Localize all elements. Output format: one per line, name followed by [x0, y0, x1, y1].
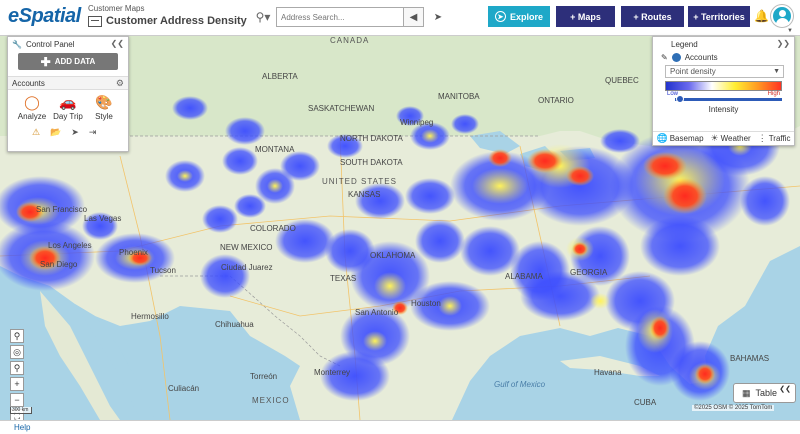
style-button[interactable]: 🎨 Style — [87, 93, 121, 122]
page-title: Customer Address Density — [106, 15, 247, 27]
basemap-button[interactable]: 🌐 Basemap — [657, 133, 704, 144]
traffic-button[interactable]: ⋮ Traffic — [758, 133, 791, 144]
layer-name: Accounts — [684, 53, 718, 62]
day-trip-label: Day Trip — [53, 112, 83, 121]
analyze-icon: ◯ — [24, 93, 40, 110]
chevron-down-icon[interactable]: ▼ — [787, 28, 793, 34]
scale-bar: 300 km — [10, 407, 32, 414]
search-box — [276, 7, 404, 27]
style-select-value: Point density — [670, 67, 716, 76]
plus-icon: ✚ — [40, 54, 51, 69]
add-maps-button[interactable]: + Maps — [556, 6, 615, 27]
grid-icon: ▦ — [742, 387, 751, 398]
heat-blue-layer — [0, 96, 790, 401]
share-icon[interactable]: ➤ — [71, 127, 79, 137]
sun-icon: ☀ — [710, 133, 719, 143]
add-data-label: ADD DATA — [54, 57, 96, 66]
legend-panel: Legend ❯❯ ✎ Accounts Point density ▼ Low… — [652, 36, 795, 146]
tool-row: ◯ Analyze 🚗 Day Trip 🎨 Style — [8, 90, 128, 122]
intensity-label: Intensity — [708, 105, 739, 114]
zoom-in-button[interactable]: + — [10, 377, 24, 391]
chevron-down-icon: ▼ — [773, 68, 780, 75]
gear-icon[interactable]: ⚙ — [115, 78, 124, 88]
directions-icon[interactable]: ➤ — [433, 11, 443, 23]
analyze-button[interactable]: ◯ Analyze — [15, 93, 49, 122]
slider-handle[interactable] — [676, 95, 685, 103]
accounts-label: Accounts — [12, 78, 45, 88]
layer-dot-icon — [671, 53, 681, 62]
map-zoom-controls: ⚲ ◎ ⚲ + − ⛶ — [10, 329, 24, 423]
edit-icon[interactable]: ✎ — [661, 53, 668, 62]
basemap-svg — [0, 36, 800, 420]
table-label: Table — [755, 388, 778, 398]
scale-high: High — [767, 91, 780, 97]
explore-button[interactable]: ➤ Explore — [488, 6, 550, 27]
search-go-icon[interactable]: ◀ — [404, 7, 424, 27]
traffic-icon: ⋮ — [757, 133, 767, 143]
control-panel-header: 🔧 Control Panel — [8, 37, 128, 51]
legend-layer-row[interactable]: ✎ Accounts — [653, 51, 794, 64]
warning-icon[interactable]: ⚠ — [32, 127, 41, 137]
collapse-icon[interactable]: ❮❮ — [779, 386, 791, 393]
app-footer: Help — [0, 420, 800, 434]
control-panel: 🔧 Control Panel ❮❮ ✚ ADD DATA Accounts ⚙… — [7, 36, 129, 152]
map-icon — [88, 15, 102, 27]
style-label: Style — [95, 112, 113, 121]
export-icon[interactable]: ⇥ — [88, 127, 97, 137]
location-pin-icon[interactable]: ⚲ — [10, 361, 24, 375]
collapse-icon[interactable]: ❮❮ — [110, 39, 124, 48]
weather-label: Weather — [720, 134, 751, 143]
traffic-label: Traffic — [768, 134, 791, 143]
locate-icon[interactable]: ◎ — [10, 345, 24, 359]
scale-ends: Low High — [667, 91, 780, 97]
table-button[interactable]: ▦ Table ❮❮ — [733, 383, 796, 403]
intensity-slider[interactable] — [675, 95, 782, 103]
legend-title: Legend — [671, 39, 698, 49]
espatial-logo[interactable]: eSpatial — [8, 5, 81, 27]
legend-header: Legend — [653, 37, 794, 51]
control-panel-title: Control Panel — [25, 39, 75, 49]
help-link[interactable]: Help — [14, 423, 31, 432]
heat-red-layer — [16, 149, 715, 384]
day-trip-button[interactable]: 🚗 Day Trip — [51, 93, 85, 122]
zoom-out-button[interactable]: − — [10, 393, 24, 407]
map-meta: Customer Maps Customer Address Density — [88, 4, 247, 27]
basemap-label: Basemap — [669, 134, 704, 143]
breadcrumb[interactable]: Customer Maps — [88, 4, 145, 13]
palette-icon: 🎨 — [95, 93, 113, 110]
zoom-search-icon[interactable]: ⚲ — [10, 329, 24, 343]
weather-button[interactable]: ☀ Weather — [711, 133, 751, 144]
wrench-icon: 🔧 — [12, 39, 22, 49]
control-panel-footer: ⚠ 📂 ➤ ⇥ — [8, 121, 128, 138]
folder-icon[interactable]: 📂 — [50, 127, 62, 137]
search-bar: ⚲▾ ◀ ➤ — [250, 7, 448, 27]
bell-icon[interactable]: 🔔 — [754, 9, 769, 23]
car-icon: 🚗 — [59, 93, 77, 110]
explore-label: Explore — [509, 11, 543, 22]
legend-footer: 🌐 Basemap ☀ Weather ⋮ Traffic — [653, 131, 794, 145]
address-search-input[interactable] — [277, 12, 403, 22]
map-attribution[interactable]: ©2025 OSM © 2025 TomTom — [692, 405, 775, 411]
add-territories-button[interactable]: + Territories — [688, 6, 750, 27]
scale-low: Low — [667, 91, 679, 97]
style-select[interactable]: Point density ▼ — [665, 65, 784, 78]
analyze-label: Analyze — [17, 112, 47, 121]
globe-icon: 🌐 — [656, 133, 668, 143]
compass-icon: ➤ — [494, 11, 506, 22]
location-search-icon[interactable]: ⚲▾ — [255, 10, 271, 24]
accounts-section[interactable]: Accounts ⚙ — [8, 76, 128, 90]
collapse-icon[interactable]: ❯❯ — [776, 39, 790, 48]
avatar[interactable] — [771, 5, 793, 27]
add-routes-button[interactable]: + Routes — [621, 6, 684, 27]
app-header: eSpatial Customer Maps Customer Address … — [0, 0, 800, 36]
add-data-button[interactable]: ✚ ADD DATA — [18, 53, 118, 70]
density-color-scale — [665, 81, 782, 91]
